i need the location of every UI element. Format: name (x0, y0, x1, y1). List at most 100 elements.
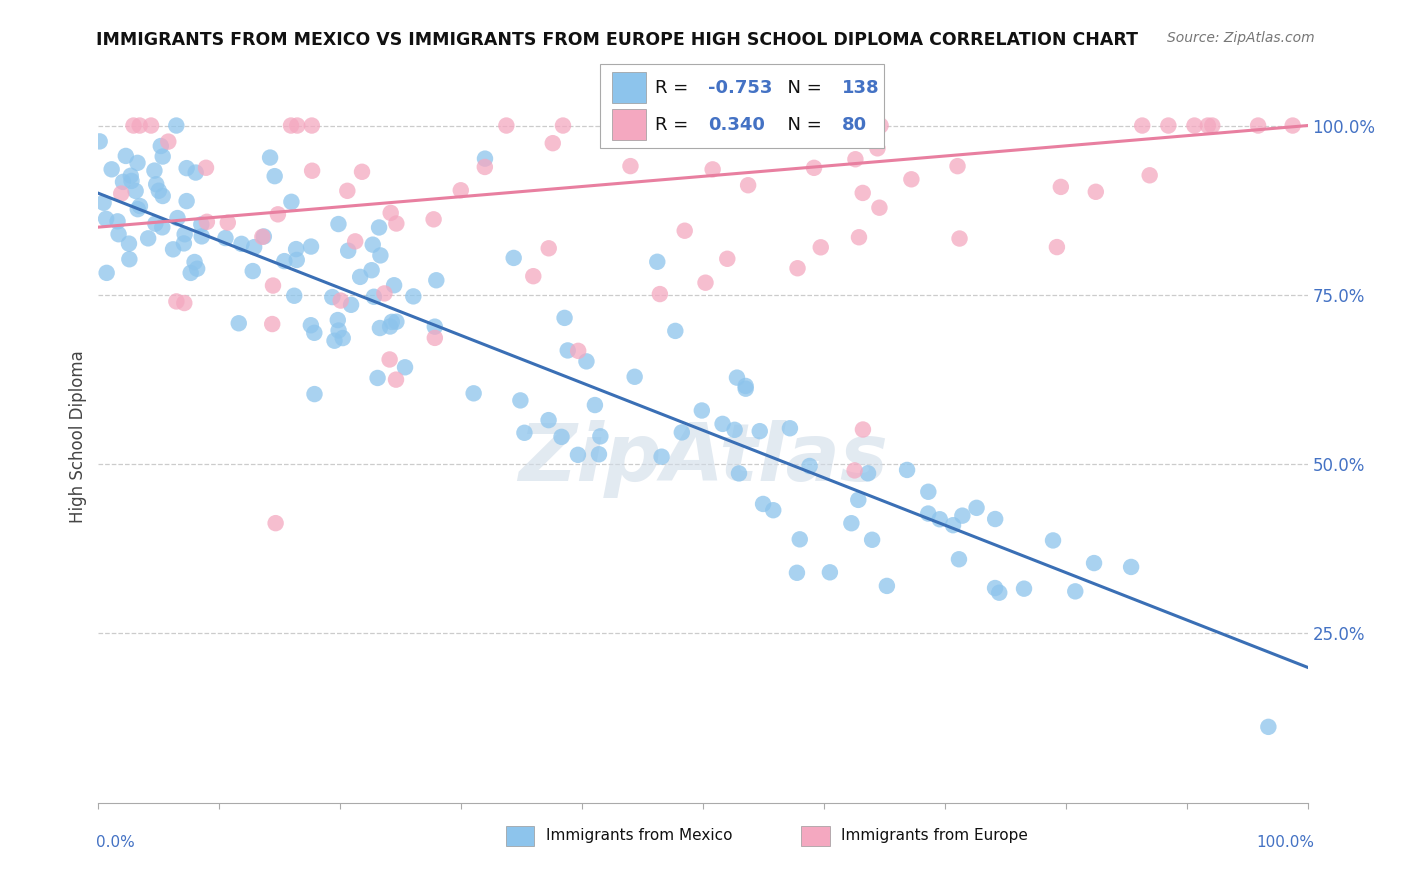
Point (495, 119, 517, 133)
Text: Immigrants from Europe: Immigrants from Europe (841, 829, 1028, 843)
Text: R =: R = (655, 78, 693, 96)
Point (118, 252, 141, 267)
Point (280, 194, 302, 209)
Point (326, 313, 349, 327)
Point (176, 194, 198, 208)
Point (228, 316, 250, 330)
Point (262, 278, 284, 293)
Point (367, 371, 389, 385)
Point (583, 398, 606, 412)
Text: Source: ZipAtlas.com: Source: ZipAtlas.com (1167, 31, 1315, 45)
Point (263, 169, 285, 183)
Point (402, 289, 425, 303)
Point (541, 136, 564, 151)
Point (243, 240, 266, 254)
Point (262, 317, 284, 331)
Point (285, 242, 308, 256)
Point (380, 206, 402, 220)
Point (423, 319, 446, 334)
Point (267, 207, 290, 221)
Text: -0.753: -0.753 (707, 78, 772, 96)
Point (554, 310, 576, 325)
Point (648, 287, 671, 301)
Point (1119, 560, 1142, 574)
Point (360, 263, 382, 277)
Point (607, 119, 630, 133)
Point (1184, 119, 1206, 133)
Point (128, 119, 150, 133)
Point (988, 585, 1011, 599)
Point (702, 162, 724, 177)
Point (725, 370, 748, 384)
Point (652, 119, 675, 133)
Point (575, 354, 598, 368)
Y-axis label: High School Diploma: High School Diploma (69, 351, 87, 524)
Point (551, 119, 574, 133)
Point (394, 360, 416, 375)
Point (942, 518, 965, 533)
Point (589, 429, 612, 443)
Point (127, 202, 149, 216)
Point (984, 581, 1007, 595)
Point (139, 119, 162, 133)
Point (567, 448, 589, 462)
Point (950, 508, 973, 523)
Point (301, 119, 323, 133)
Point (166, 211, 188, 225)
Point (474, 160, 496, 174)
Point (285, 119, 308, 133)
Point (264, 516, 287, 530)
Point (690, 403, 713, 417)
Point (723, 423, 745, 437)
Point (186, 261, 208, 276)
Point (1281, 119, 1303, 133)
Point (1157, 119, 1180, 133)
Point (984, 512, 1007, 526)
Point (107, 227, 129, 242)
FancyBboxPatch shape (801, 826, 830, 846)
Point (1084, 185, 1107, 199)
Point (120, 169, 142, 183)
Point (363, 290, 385, 304)
Point (422, 212, 444, 227)
Point (340, 298, 363, 312)
Point (114, 149, 136, 163)
Point (321, 290, 343, 304)
Point (794, 131, 817, 145)
Point (111, 175, 134, 189)
Point (734, 382, 756, 396)
Text: ZipAtlas: ZipAtlas (517, 420, 889, 498)
Point (173, 236, 195, 251)
Point (373, 286, 395, 301)
Point (509, 393, 531, 408)
Point (336, 184, 359, 198)
Point (378, 319, 401, 334)
Text: 100.0%: 100.0% (1257, 836, 1315, 850)
Point (779, 421, 801, 435)
Point (1139, 169, 1161, 183)
Point (734, 379, 756, 393)
Point (190, 218, 212, 232)
Point (184, 165, 207, 179)
Text: 0.340: 0.340 (707, 116, 765, 134)
Text: IMMIGRANTS FROM MEXICO VS IMMIGRANTS FROM EUROPE HIGH SCHOOL DIPLOMA CORRELATION: IMMIGRANTS FROM MEXICO VS IMMIGRANTS FRO… (96, 31, 1137, 49)
Point (195, 161, 218, 175)
Point (900, 172, 922, 186)
Point (165, 119, 187, 133)
Point (107, 214, 129, 228)
FancyBboxPatch shape (613, 109, 647, 140)
Point (136, 231, 159, 245)
Point (195, 215, 218, 229)
Point (671, 425, 693, 440)
Point (748, 424, 770, 438)
Point (361, 237, 384, 252)
Point (645, 254, 668, 268)
Text: 0.0%: 0.0% (96, 836, 135, 850)
Point (896, 463, 918, 477)
Point (623, 369, 645, 384)
Point (344, 235, 367, 249)
Point (664, 324, 686, 338)
Point (93, 195, 115, 210)
Point (148, 184, 170, 198)
Point (502, 251, 524, 265)
